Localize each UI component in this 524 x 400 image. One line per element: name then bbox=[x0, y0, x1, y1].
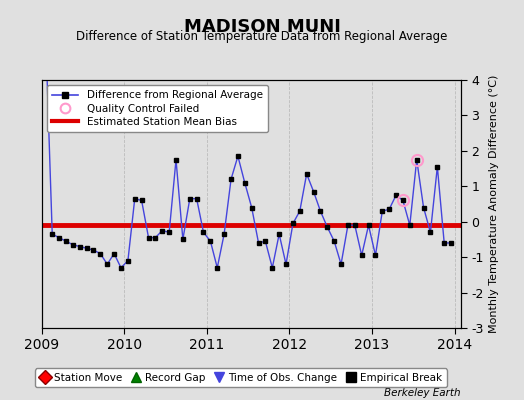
Text: Berkeley Earth: Berkeley Earth bbox=[385, 388, 461, 398]
Legend: Difference from Regional Average, Quality Control Failed, Estimated Station Mean: Difference from Regional Average, Qualit… bbox=[47, 85, 268, 132]
Text: MADISON MUNI: MADISON MUNI bbox=[183, 18, 341, 36]
Text: Difference of Station Temperature Data from Regional Average: Difference of Station Temperature Data f… bbox=[77, 30, 447, 43]
Legend: Station Move, Record Gap, Time of Obs. Change, Empirical Break: Station Move, Record Gap, Time of Obs. C… bbox=[35, 368, 447, 387]
Y-axis label: Monthly Temperature Anomaly Difference (°C): Monthly Temperature Anomaly Difference (… bbox=[489, 75, 499, 333]
